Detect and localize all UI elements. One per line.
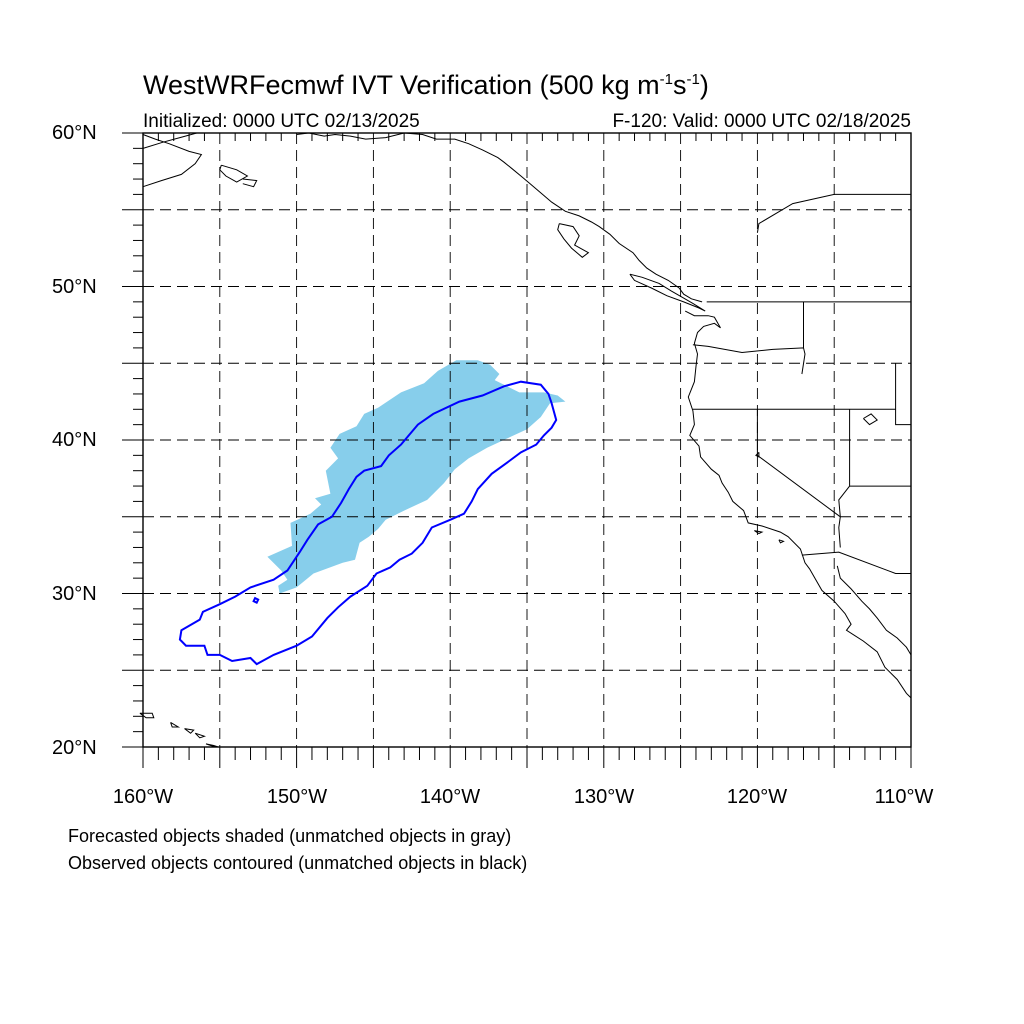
lat-label-60n: 60°N bbox=[52, 122, 97, 144]
lon-label-150w: 150°W bbox=[266, 786, 328, 808]
forecast-legend-note: Forecasted objects shaded (unmatched obj… bbox=[68, 826, 512, 846]
forecast-object-shaded bbox=[267, 360, 566, 594]
coastline-segment bbox=[194, 732, 206, 739]
title-sup-2: -1 bbox=[686, 71, 700, 88]
title-mid: s bbox=[672, 70, 687, 100]
lon-label-160w: 160°W bbox=[112, 786, 174, 808]
coastline-segment bbox=[756, 409, 841, 518]
coastline-segment bbox=[756, 193, 911, 233]
coastline-segment bbox=[170, 721, 181, 728]
coastline-segment bbox=[184, 728, 195, 734]
coastline-segment bbox=[778, 539, 785, 544]
coastline-segment bbox=[242, 178, 258, 188]
observed-object-contour bbox=[178, 380, 558, 666]
lon-label-120w: 120°W bbox=[726, 786, 788, 808]
lon-label-130w: 130°W bbox=[573, 786, 635, 808]
title-sup-1: -1 bbox=[659, 71, 673, 88]
coastline-segment bbox=[838, 409, 851, 548]
coastline-segment bbox=[801, 551, 911, 574]
coastline-segment bbox=[142, 134, 203, 188]
coastline-segment bbox=[219, 164, 249, 183]
title-suffix: ) bbox=[699, 70, 709, 100]
coastline-segment bbox=[296, 132, 703, 303]
coastline-segment bbox=[692, 344, 806, 375]
coastline-segment bbox=[142, 132, 197, 149]
coastline-segment bbox=[895, 363, 911, 426]
axis-ticks-layer bbox=[122, 132, 912, 768]
init-time-label: Initialized: 0000 UTC 02/13/2025 bbox=[143, 111, 420, 132]
lat-label-50n: 50°N bbox=[52, 276, 97, 298]
observed-object-contour-small bbox=[252, 596, 260, 605]
coastline-segment bbox=[836, 565, 912, 656]
lat-label-20n: 20°N bbox=[52, 737, 97, 759]
map-frame bbox=[142, 132, 912, 748]
forecast-objects-layer bbox=[267, 360, 566, 594]
coastline-segment bbox=[139, 712, 155, 719]
coastline-segment bbox=[863, 413, 879, 426]
coastline-segment bbox=[629, 273, 706, 312]
coastline-segment bbox=[684, 310, 912, 699]
observed-objects-layer bbox=[178, 380, 558, 666]
lon-label-110w: 110°W bbox=[874, 786, 934, 808]
graticule-layer bbox=[143, 133, 911, 747]
lat-label-30n: 30°N bbox=[52, 583, 97, 605]
title-prefix: WestWRFecmwf IVT Verification (500 kg m bbox=[143, 70, 660, 100]
observed-legend-note: Observed objects contoured (unmatched ob… bbox=[68, 853, 528, 873]
lon-label-140w: 140°W bbox=[419, 786, 481, 808]
chart-title: WestWRFecmwf IVT Verification (500 kg m-… bbox=[143, 70, 709, 101]
lat-label-40n: 40°N bbox=[52, 429, 97, 451]
coastline-segment bbox=[557, 223, 590, 258]
valid-time-label: F-120: Valid: 0000 UTC 02/18/2025 bbox=[612, 111, 911, 132]
coastline-segment bbox=[754, 530, 764, 535]
